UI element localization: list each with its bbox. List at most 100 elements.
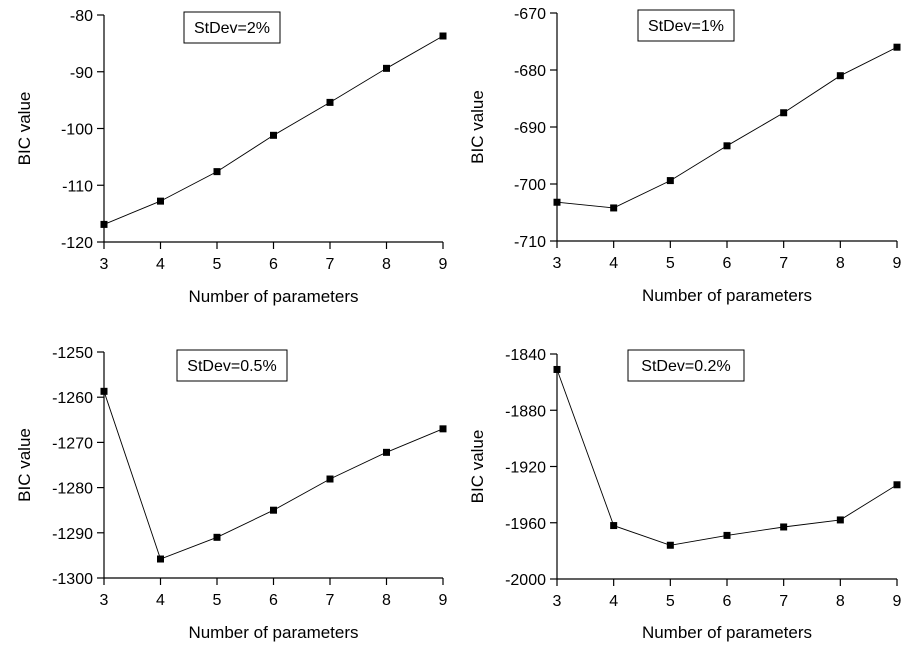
data-point	[100, 387, 108, 395]
x-tick-label: 6	[269, 256, 278, 273]
y-tick-label: -670	[514, 6, 546, 23]
annotation-box	[176, 349, 288, 382]
series-line	[103, 35, 444, 225]
x-tick-label: 4	[609, 255, 618, 272]
x-tick-label: 9	[439, 592, 448, 609]
data-point	[439, 425, 447, 433]
data-point	[157, 197, 164, 205]
x-axis-label: Number of parameters	[642, 286, 812, 305]
data-point	[213, 168, 221, 176]
x-tick-label: 8	[382, 592, 391, 609]
chart-panel-4: -1840 -1880 -1920 -1960 -2000 3 4 5 6 7 8 9 Number o…	[468, 347, 902, 642]
data-point	[723, 142, 731, 150]
annotation-box	[637, 9, 735, 42]
x-tick-label: 8	[836, 593, 845, 610]
y-tick-label: -680	[514, 63, 546, 80]
x-tick-label: 3	[553, 255, 562, 272]
data-point	[666, 177, 674, 185]
chart-panel-1: -80 -90 -100 -110 -120 3 4 5 6 7 8 9 Number of param…	[15, 8, 448, 306]
series-line	[103, 391, 444, 560]
data-point	[383, 448, 390, 456]
data-point	[270, 131, 277, 139]
data-point	[893, 43, 901, 51]
series-line	[556, 369, 898, 546]
annotation-label: StDev=1%	[648, 18, 724, 35]
annotation-box	[183, 11, 281, 44]
x-tick-label: 3	[100, 592, 109, 609]
data-point	[553, 365, 561, 373]
x-tick-label: 4	[156, 592, 165, 609]
chart-panel-3: -1250 -1260 -1270 -1280 -1290 -1300 3 4 5 6 7 8 9 Num…	[15, 345, 448, 642]
data-point	[836, 72, 844, 80]
data-point	[326, 98, 334, 106]
data-point	[439, 32, 447, 40]
annotation-box	[627, 349, 745, 382]
x-tick-label: 8	[382, 256, 391, 273]
x-tick-label: 9	[893, 593, 902, 610]
y-tick-label: -1290	[52, 526, 93, 543]
data-point	[553, 198, 561, 206]
y-tick-label: -1920	[505, 460, 546, 477]
x-tick-label: 6	[723, 593, 732, 610]
x-tick-label: 9	[439, 256, 448, 273]
x-tick-label: 3	[100, 256, 109, 273]
y-tick-label: -1840	[505, 347, 546, 364]
x-axis-label: Number of parameters	[642, 623, 812, 642]
x-tick-label: 7	[779, 255, 788, 272]
x-tick-label: 7	[779, 593, 788, 610]
x-tick-label: 5	[666, 255, 675, 272]
y-axis-label: BIC value	[15, 92, 34, 166]
data-point	[213, 533, 221, 541]
y-tick-label: -1260	[52, 390, 93, 407]
y-tick-label: -1250	[52, 345, 93, 362]
x-tick-label: 5	[213, 256, 222, 273]
x-tick-label: 9	[893, 255, 902, 272]
x-axis-label: Number of parameters	[188, 623, 358, 642]
y-tick-label: -1300	[52, 571, 93, 588]
data-point	[893, 481, 901, 489]
y-tick-label: -1960	[505, 516, 546, 533]
series-line	[556, 46, 898, 209]
x-tick-label: 7	[326, 256, 335, 273]
y-tick-label: -100	[61, 122, 93, 139]
y-tick-label: -690	[514, 120, 546, 137]
x-axis-label: Number of parameters	[188, 287, 358, 306]
y-tick-label: -1280	[52, 481, 93, 498]
y-tick-label: -80	[70, 8, 93, 25]
x-tick-label: 5	[213, 592, 222, 609]
data-point	[780, 523, 788, 531]
y-axis-label: BIC value	[468, 430, 487, 504]
y-axis-label: BIC value	[468, 90, 487, 164]
chart-panel-2: -670 -680 -690 -700 -710 3 4 5 6 7 8 9 Number of par…	[468, 6, 902, 305]
y-tick-label: -1880	[505, 403, 546, 420]
x-tick-label: 5	[666, 593, 675, 610]
data-point	[157, 555, 164, 563]
annotation-label: StDev=2%	[194, 20, 270, 37]
y-tick-label: -110	[62, 178, 93, 195]
data-point	[780, 109, 788, 117]
data-point	[836, 516, 844, 524]
y-tick-label: -90	[70, 65, 93, 82]
data-point	[326, 475, 334, 483]
x-tick-label: 4	[156, 256, 165, 273]
data-point	[270, 506, 277, 514]
x-tick-label: 3	[553, 593, 562, 610]
data-point	[723, 531, 731, 539]
data-point	[100, 220, 108, 228]
annotation-label: StDev=0.2%	[641, 358, 730, 375]
x-tick-label: 7	[326, 592, 335, 609]
annotation-label: StDev=0.5%	[187, 358, 276, 375]
data-point	[610, 522, 618, 530]
y-tick-label: -1270	[52, 435, 93, 452]
x-tick-label: 6	[723, 255, 732, 272]
x-tick-label: 6	[269, 592, 278, 609]
y-tick-label: -710	[514, 234, 546, 251]
y-tick-label: -120	[61, 235, 93, 252]
y-tick-label: -2000	[505, 572, 546, 589]
data-point	[383, 64, 390, 72]
data-point	[610, 204, 618, 212]
y-tick-label: -700	[514, 177, 546, 194]
x-tick-label: 8	[836, 255, 845, 272]
data-point	[666, 541, 674, 549]
